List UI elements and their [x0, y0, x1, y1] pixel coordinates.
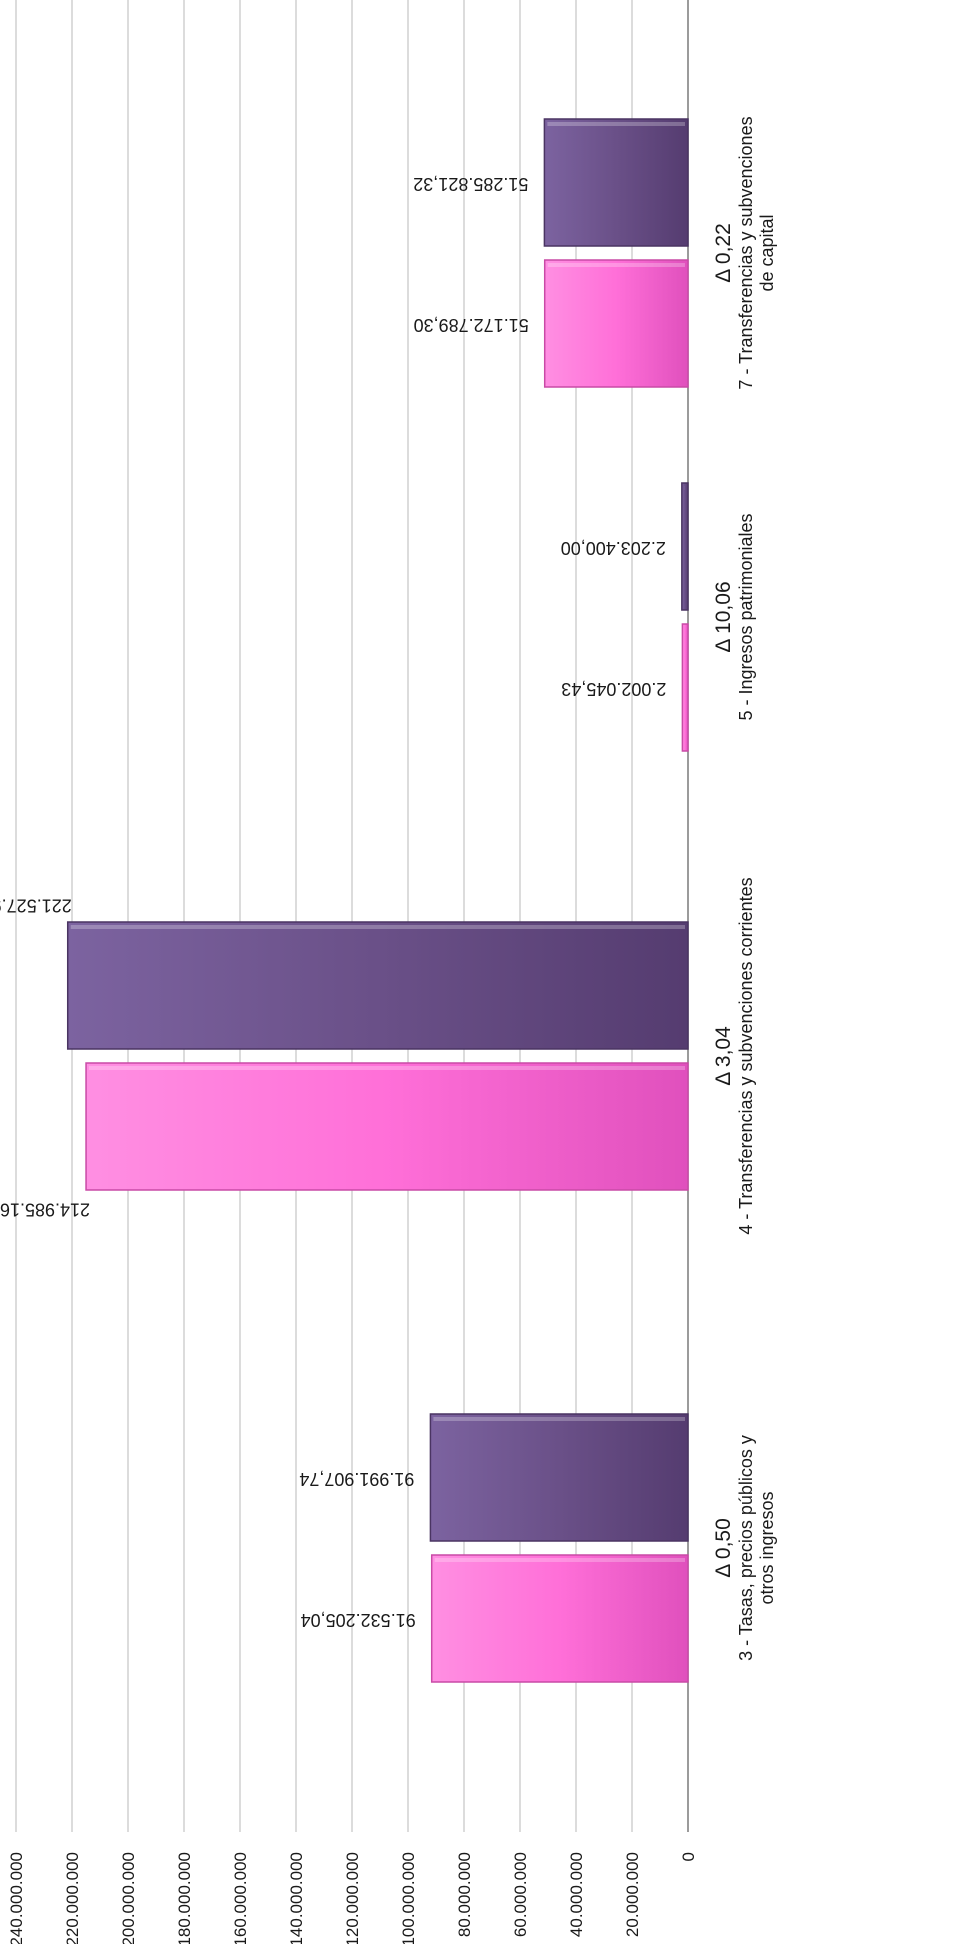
- bar: [85, 1062, 689, 1191]
- value-labels: 91.532.205,04 214.985.165,64 2.002.045,43 5…: [0, 174, 666, 1630]
- y-axis-tick-labels: 0 20.000.000 40.000.000 60.000.000 80.000.00…: [7, 1852, 698, 1944]
- bar-highlight: [89, 1066, 686, 1070]
- delta-label: Δ 0,50: [712, 1518, 735, 1578]
- bar: [430, 1554, 689, 1683]
- category-label: de capital: [757, 214, 777, 291]
- y-tick-label: 240.000.000: [7, 1852, 26, 1944]
- bar: [543, 259, 689, 388]
- y-tick-label: 60.000.000: [511, 1852, 530, 1937]
- y-tick-label: 100.000.000: [399, 1852, 418, 1944]
- bar-highlight: [547, 122, 685, 126]
- value-label: 2.203.400,00: [561, 538, 666, 558]
- delta-label: Δ 10,06: [712, 581, 735, 652]
- bar-highlight: [434, 1558, 685, 1562]
- value-label: 91.532.205,04: [301, 1610, 416, 1630]
- bar: [681, 623, 689, 752]
- bar-highlight: [547, 263, 685, 267]
- category-label: 7 - Transferencias y subvenciones: [736, 116, 756, 389]
- category-label-group: Δ 3,04 4 - Transferencias y subvenciones …: [712, 877, 756, 1234]
- bar: [66, 921, 689, 1050]
- bar: [681, 482, 689, 611]
- category-label: 5 - Ingresos patrimoniales: [736, 513, 756, 720]
- delta-label: Δ 0,22: [712, 223, 735, 283]
- y-tick-label: 20.000.000: [623, 1852, 642, 1937]
- y-tick-label: 0: [679, 1852, 698, 1861]
- y-tick-label: 220.000.000: [63, 1852, 82, 1944]
- y-tick-label: 180.000.000: [175, 1852, 194, 1944]
- bar: [429, 1413, 689, 1542]
- y-tick-label: 120.000.000: [343, 1852, 362, 1944]
- value-label: 91.991.907,74: [299, 1469, 414, 1489]
- category-label: 3 - Tasas, precios públicos y: [736, 1435, 756, 1661]
- value-label: 51.285.821,32: [413, 174, 528, 194]
- value-label: 2.002.045,43: [561, 679, 666, 699]
- category-label-group: Δ 10,06 5 - Ingresos patrimoniales: [712, 513, 756, 720]
- bar: [543, 118, 689, 247]
- bars: [66, 118, 689, 1683]
- bar-highlight: [433, 1417, 685, 1421]
- category-label-group: Δ 0,22 7 - Transferencias y subvenciones d…: [712, 116, 777, 389]
- y-tick-label: 140.000.000: [287, 1852, 306, 1944]
- category-labels: Δ 0,50 3 - Tasas, precios públicos y otros…: [712, 116, 777, 1660]
- y-tick-label: 200.000.000: [119, 1852, 138, 1944]
- y-tick-label: 80.000.000: [455, 1852, 474, 1937]
- category-label: otros ingresos: [757, 1491, 777, 1604]
- value-label: 214.985.165,64: [0, 1199, 90, 1219]
- category-label: 4 - Transferencias y subvenciones corrie…: [736, 877, 756, 1234]
- value-label: 221.527.991,46: [0, 895, 72, 915]
- y-tick-label: 160.000.000: [231, 1852, 250, 1944]
- category-label-group: Δ 0,50 3 - Tasas, precios públicos y otros…: [712, 1435, 777, 1661]
- y-tick-label: 40.000.000: [567, 1852, 586, 1937]
- value-label: 51.172.789,30: [414, 315, 529, 335]
- bar-highlight: [70, 925, 686, 929]
- delta-label: Δ 3,04: [712, 1026, 735, 1086]
